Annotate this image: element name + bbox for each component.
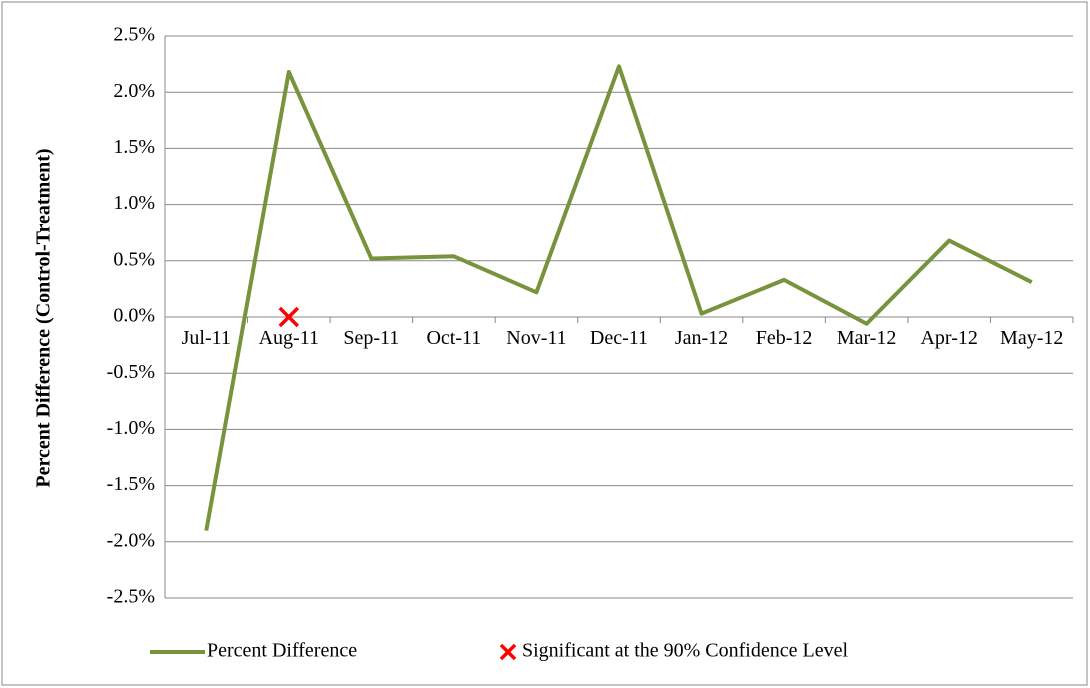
y-tick-label: -1.5% xyxy=(107,473,155,495)
y-tick-label: 0.0% xyxy=(113,305,155,327)
legend-label: Percent Difference xyxy=(207,640,357,662)
y-axis-label: Percent Difference (Control-Treatment) xyxy=(33,148,55,487)
line xyxy=(204,64,1033,531)
x-tick-label: Jul-11 xyxy=(181,327,231,349)
x-tick-label: Dec-11 xyxy=(589,327,649,349)
y-tick-label: -0.5% xyxy=(107,361,155,383)
x-tick-label: Mar-12 xyxy=(836,327,897,349)
y-tick-label: 2.0% xyxy=(113,80,155,102)
y-tick-label: -2.0% xyxy=(107,529,155,551)
x-tick-label: Nov-11 xyxy=(506,327,567,349)
y-tick-label: 2.5% xyxy=(113,24,155,46)
marker xyxy=(278,306,300,328)
x-tick-label: May-12 xyxy=(1000,327,1064,349)
y-tick-label: 1.0% xyxy=(113,192,155,214)
x-tick-label: Feb-12 xyxy=(755,327,813,349)
y-tick-label: 1.5% xyxy=(113,136,155,158)
y-tick-label: -1.0% xyxy=(107,417,155,439)
x-tick-label: Oct-11 xyxy=(426,327,482,349)
y-tick-label: 0.5% xyxy=(113,248,155,270)
legend-marker xyxy=(499,643,517,661)
x-tick-label: Aug-11 xyxy=(258,327,319,349)
x-tick-label: Sep-11 xyxy=(343,327,400,349)
legend-label: Significant at the 90% Confidence Level xyxy=(522,640,848,662)
x-tick-label: Apr-12 xyxy=(920,327,978,349)
x-tick-label: Jan-12 xyxy=(674,327,729,349)
y-tick-label: -2.5% xyxy=(107,586,155,608)
